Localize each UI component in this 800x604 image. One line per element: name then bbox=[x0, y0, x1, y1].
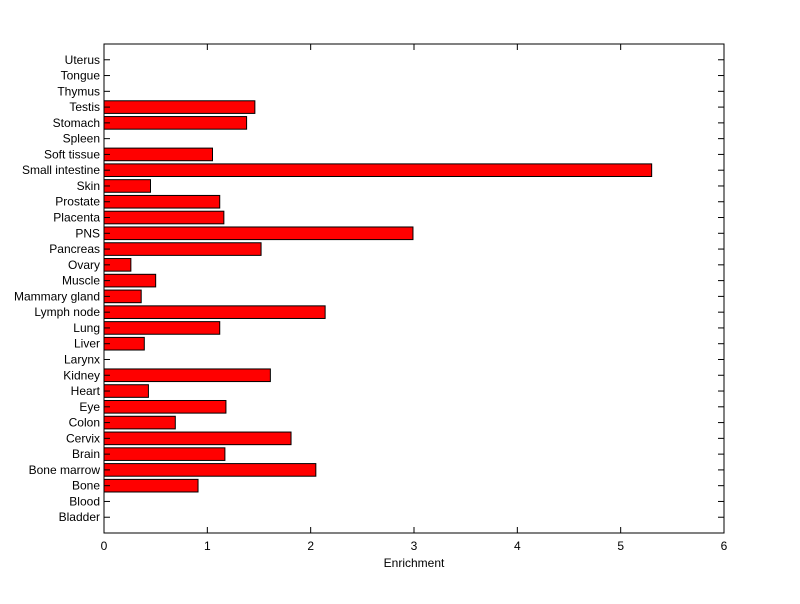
y-tick-label: Cervix bbox=[66, 431, 100, 445]
x-tick-label: 2 bbox=[307, 539, 314, 553]
x-tick-label: 4 bbox=[514, 539, 521, 553]
y-tick-label: Eye bbox=[79, 400, 100, 414]
y-tick-label: Lung bbox=[73, 321, 100, 335]
y-tick-label: Bone marrow bbox=[29, 463, 101, 477]
bar-lymph-node bbox=[103, 305, 326, 319]
bar-kidney bbox=[103, 368, 271, 383]
bars-group bbox=[103, 100, 653, 493]
bar-soft-tissue bbox=[103, 147, 213, 162]
y-tick-label: Uterus bbox=[65, 53, 100, 67]
y-tick-label: Liver bbox=[74, 337, 100, 351]
y-tick-label: Testis bbox=[69, 100, 100, 114]
bar-colon bbox=[103, 415, 176, 430]
y-tick-label: Stomach bbox=[53, 116, 100, 130]
bar-skin bbox=[103, 179, 151, 193]
y-tick-label: Heart bbox=[71, 384, 101, 398]
y-tick-label: Prostate bbox=[55, 195, 100, 209]
y-tick-label: Tongue bbox=[61, 69, 101, 83]
bar-testis bbox=[103, 100, 256, 114]
bar-eye bbox=[103, 399, 227, 414]
bar-muscle bbox=[103, 273, 157, 288]
bar-small-intestine bbox=[103, 163, 653, 178]
y-tick-label: Spleen bbox=[63, 132, 100, 146]
bar-stomach bbox=[103, 116, 248, 130]
bar-placenta bbox=[103, 210, 225, 225]
x-tick-label: 3 bbox=[411, 539, 418, 553]
x-tick-label: 0 bbox=[101, 539, 108, 553]
y-tick-label: Larynx bbox=[64, 352, 100, 366]
y-tick-label: Muscle bbox=[62, 274, 100, 288]
y-tick-label: Small intestine bbox=[22, 163, 100, 177]
y-tick-label: Bone bbox=[72, 479, 100, 493]
y-tick-label: Ovary bbox=[68, 258, 100, 272]
y-tick-label: Placenta bbox=[53, 211, 100, 225]
y-tick-label: Colon bbox=[69, 416, 100, 430]
y-tick-label: Bladder bbox=[59, 510, 100, 524]
x-tick-label: 5 bbox=[617, 539, 624, 553]
bar-cervix bbox=[103, 431, 292, 446]
y-tick-label: PNS bbox=[75, 226, 100, 240]
plot-frame bbox=[103, 43, 725, 534]
y-tick-label: Pancreas bbox=[49, 242, 100, 256]
y-tick-label: Thymus bbox=[57, 84, 100, 98]
bar-heart bbox=[103, 384, 149, 398]
bar-pancreas bbox=[103, 242, 262, 256]
x-axis-label: Enrichment bbox=[384, 556, 445, 570]
y-tick-label: Skin bbox=[77, 179, 100, 193]
bar-bone bbox=[103, 478, 199, 493]
bar-prostate bbox=[103, 194, 221, 209]
ticks-group bbox=[103, 44, 725, 533]
y-tick-label: Blood bbox=[69, 494, 100, 508]
y-tick-label: Brain bbox=[72, 447, 100, 461]
bar-pns bbox=[103, 226, 414, 241]
bar-liver bbox=[103, 336, 145, 351]
y-tick-label: Soft tissue bbox=[44, 147, 100, 161]
bar-bone-marrow bbox=[103, 463, 317, 477]
x-tick-label: 1 bbox=[204, 539, 211, 553]
bar-lung bbox=[103, 321, 221, 335]
bar-brain bbox=[103, 447, 226, 461]
y-tick-label: Lymph node bbox=[34, 305, 100, 319]
y-tick-label: Kidney bbox=[63, 368, 100, 382]
x-tick-label: 6 bbox=[721, 539, 728, 553]
y-tick-label: Mammary gland bbox=[14, 289, 100, 303]
